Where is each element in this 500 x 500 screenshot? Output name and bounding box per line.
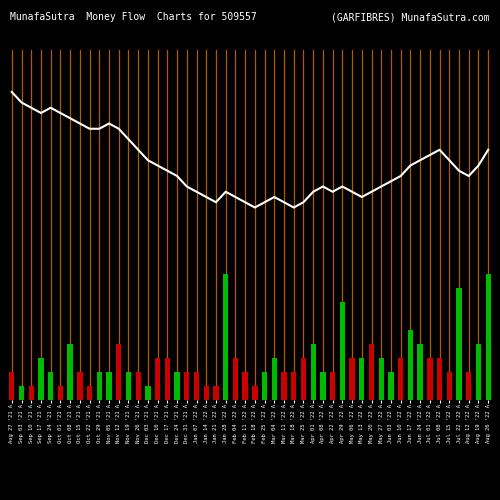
Bar [252, 386, 258, 400]
Bar [126, 372, 131, 400]
Bar [96, 372, 102, 400]
Bar [106, 372, 112, 400]
Bar [136, 372, 141, 400]
Bar [174, 372, 180, 400]
Bar [184, 372, 190, 400]
Bar [466, 372, 471, 400]
Bar [232, 358, 238, 400]
Bar [388, 372, 394, 400]
Bar [340, 302, 345, 400]
Bar [68, 344, 73, 400]
Text: MunafaSutra  Money Flow  Charts for 509557: MunafaSutra Money Flow Charts for 509557 [10, 12, 257, 22]
Bar [204, 386, 209, 400]
Bar [242, 372, 248, 400]
Bar [301, 358, 306, 400]
Text: (GARFIBRES) MunafaSutra.com: (GARFIBRES) MunafaSutra.com [332, 12, 490, 22]
Bar [427, 358, 432, 400]
Bar [19, 386, 24, 400]
Bar [291, 372, 296, 400]
Bar [446, 372, 452, 400]
Bar [272, 358, 277, 400]
Bar [369, 344, 374, 400]
Bar [145, 386, 150, 400]
Bar [87, 386, 92, 400]
Bar [330, 372, 336, 400]
Bar [223, 274, 228, 400]
Bar [48, 372, 54, 400]
Bar [262, 372, 268, 400]
Bar [350, 358, 355, 400]
Bar [437, 358, 442, 400]
Bar [456, 288, 462, 400]
Bar [155, 358, 160, 400]
Bar [282, 372, 286, 400]
Bar [320, 372, 326, 400]
Bar [310, 344, 316, 400]
Bar [58, 386, 63, 400]
Bar [476, 344, 481, 400]
Bar [378, 358, 384, 400]
Bar [28, 386, 34, 400]
Bar [77, 372, 82, 400]
Bar [418, 344, 423, 400]
Bar [398, 358, 404, 400]
Bar [359, 358, 364, 400]
Bar [214, 386, 218, 400]
Bar [38, 358, 44, 400]
Bar [408, 330, 413, 400]
Bar [164, 358, 170, 400]
Bar [194, 372, 199, 400]
Bar [116, 344, 121, 400]
Bar [486, 274, 491, 400]
Bar [9, 372, 15, 400]
